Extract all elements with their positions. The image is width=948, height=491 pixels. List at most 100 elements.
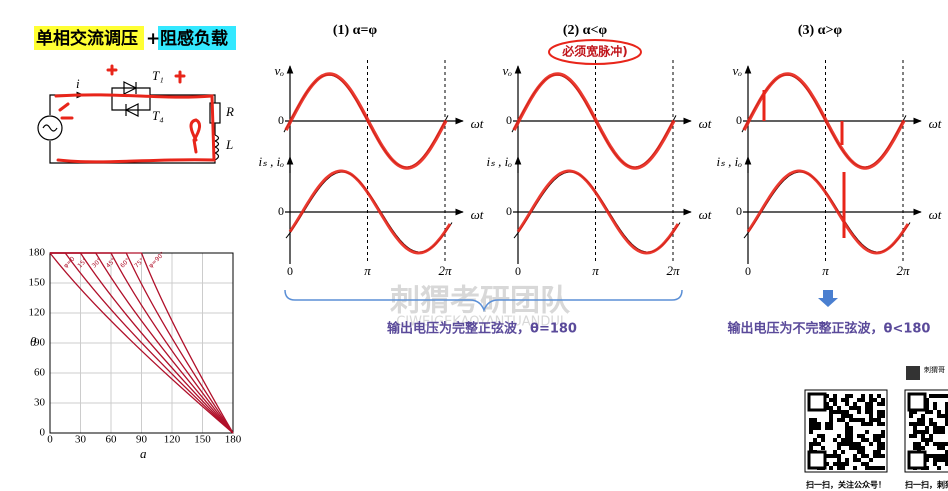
qr-cell xyxy=(869,418,873,422)
arrow xyxy=(818,290,838,307)
ink xyxy=(284,72,448,170)
qr-cell xyxy=(945,394,948,398)
label-t1: T₁ xyxy=(152,68,164,83)
label-l: L xyxy=(225,137,233,152)
qr-cell xyxy=(877,410,881,414)
qr-cell xyxy=(829,422,833,426)
qr-cell xyxy=(929,422,933,426)
qr-cell xyxy=(941,430,945,434)
qr-cell xyxy=(841,462,845,466)
qr-cell xyxy=(865,402,869,406)
qr-cell xyxy=(913,426,917,430)
qr-finder xyxy=(807,392,827,412)
title: 单相交流调压 xyxy=(36,28,138,49)
qr-cell xyxy=(821,438,825,442)
qr-cell xyxy=(849,434,853,438)
qr-cell xyxy=(933,430,937,434)
x-tick-label: 90 xyxy=(136,434,148,446)
qr-cell xyxy=(937,414,941,418)
qr-cell xyxy=(845,410,849,414)
qr-cell xyxy=(861,450,865,454)
qr-cell xyxy=(837,410,841,414)
label-r: R xyxy=(225,104,234,119)
qr-cell xyxy=(837,434,841,438)
qr-cell xyxy=(929,418,933,422)
qr-cell xyxy=(925,410,929,414)
panel-title: (1) α=φ xyxy=(333,23,378,38)
qr-cell xyxy=(841,410,845,414)
qr-cell xyxy=(937,446,941,450)
two-pi-label: 2π xyxy=(666,263,680,278)
qr-cell xyxy=(869,458,873,462)
qr-cell xyxy=(857,398,861,402)
note-circle xyxy=(548,39,642,65)
qr-cell xyxy=(877,394,881,398)
qr-cell xyxy=(941,446,945,450)
qr-cell xyxy=(917,442,921,446)
qr-cell xyxy=(857,418,861,422)
qr-cell xyxy=(869,422,873,426)
qr-cell xyxy=(937,466,941,470)
ink xyxy=(288,169,452,255)
qr-cell xyxy=(813,442,817,446)
qr-cell xyxy=(837,458,841,462)
qr-cell xyxy=(917,422,921,426)
qr-cell xyxy=(941,414,945,418)
zero-label: 0 xyxy=(506,113,512,127)
qr-cell xyxy=(817,426,821,430)
qr-cell xyxy=(809,442,813,446)
qr-cell xyxy=(849,426,853,430)
qr-cell xyxy=(937,458,941,462)
qr-cell xyxy=(873,454,877,458)
qr-cell xyxy=(861,462,865,466)
qr-cell xyxy=(849,414,853,418)
qr-cell xyxy=(945,422,948,426)
qr-cell xyxy=(917,418,921,422)
x-tick-label: 30 xyxy=(75,434,87,446)
wt-label: ωt xyxy=(699,116,712,131)
qr-cell xyxy=(913,434,917,438)
qr-cell xyxy=(869,414,873,418)
qr-cell xyxy=(941,458,945,462)
qr-cell xyxy=(837,406,841,410)
qr-cell xyxy=(881,398,885,402)
qr-cell xyxy=(861,454,865,458)
qr-cell xyxy=(877,442,881,446)
qr-area: 刺猬哥 扫一扫，关注公众号！ 扫一扫，刺猬 xyxy=(804,365,948,490)
qr-cell xyxy=(869,410,873,414)
qr-cell xyxy=(921,422,925,426)
qr-cell xyxy=(925,406,929,410)
qr-cell xyxy=(881,466,885,470)
qr-cell xyxy=(853,458,857,462)
qr-cell xyxy=(845,438,849,442)
qr-cell xyxy=(865,454,869,458)
ink xyxy=(746,169,910,255)
qr-cell xyxy=(925,454,929,458)
qr-cell xyxy=(937,430,941,434)
qr-cell xyxy=(921,434,925,438)
qr-cell xyxy=(849,406,853,410)
qr-cell xyxy=(853,442,857,446)
qr-cell xyxy=(869,394,873,398)
qr-cell xyxy=(861,438,865,442)
qr-cell xyxy=(833,462,837,466)
qr-cell xyxy=(941,442,945,446)
axis-label: vₒ xyxy=(503,63,513,78)
qr-cell xyxy=(861,422,865,426)
qr-cell xyxy=(813,422,817,426)
qr-cell xyxy=(849,394,853,398)
qr-cell xyxy=(921,414,925,418)
qr-cell xyxy=(925,398,929,402)
qr-cell xyxy=(929,434,933,438)
qr-cell xyxy=(833,398,837,402)
qr-cell xyxy=(853,406,857,410)
ink xyxy=(742,72,906,170)
qr-cell xyxy=(829,410,833,414)
qr-cell xyxy=(821,434,825,438)
x-tick-label: 150 xyxy=(194,434,211,446)
qr-cell xyxy=(857,458,861,462)
axis-label: iₛ , iₒ xyxy=(486,154,512,169)
brace xyxy=(284,289,683,313)
highlight xyxy=(34,26,144,50)
qr-cell xyxy=(809,418,813,422)
